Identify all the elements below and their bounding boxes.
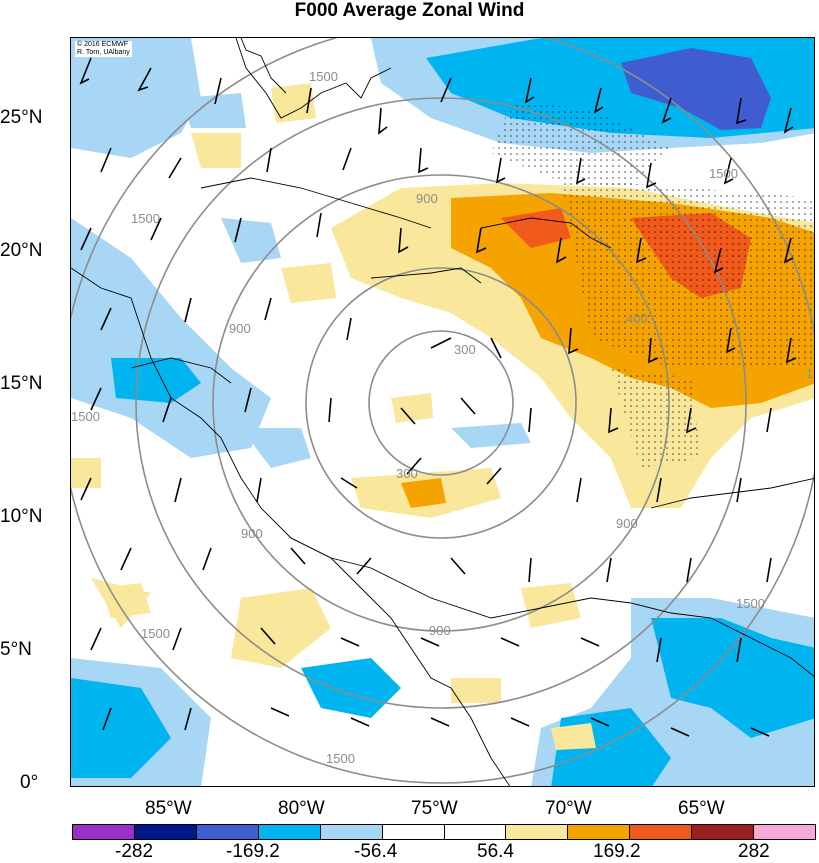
contour-label: 1500	[736, 596, 765, 611]
colorbar-swatch	[692, 825, 755, 839]
colorbar-label: -169.2	[226, 841, 280, 862]
lon-label: 75°W	[411, 798, 458, 819]
contour-label: 900	[616, 516, 638, 531]
contour-label: 1500	[141, 626, 170, 641]
contour-label: 900	[241, 526, 263, 541]
colorbar-swatch	[568, 825, 631, 839]
lat-label: 25°N	[0, 107, 43, 128]
lon-label: 70°W	[545, 798, 592, 819]
contour-label: 1500	[806, 366, 815, 381]
contour-label: 1500	[709, 166, 738, 181]
geopotential-contours	[71, 38, 814, 784]
contour-labels: 300 300 400 900 900 900 900 900 1500 150…	[71, 69, 815, 766]
lon-label: 65°W	[678, 798, 725, 819]
wind-barbs	[79, 57, 797, 737]
contour-label: 400	[626, 311, 648, 326]
lat-label: 15°N	[0, 373, 43, 394]
map-panel: 300 300 400 900 900 900 900 900 1500 150…	[70, 37, 815, 787]
colorbar-swatch	[506, 825, 569, 839]
positive-wind-regions	[71, 83, 814, 750]
colorbar	[72, 824, 816, 840]
lat-label: 10°N	[0, 506, 43, 527]
contour-label: 1500	[309, 69, 338, 84]
colorbar-swatch	[754, 825, 816, 839]
chart-title: F000 Average Zonal Wind	[294, 0, 525, 21]
colorbar-label: 56.4	[477, 841, 514, 862]
colorbar-swatch	[630, 825, 693, 839]
credit-line: R. Torn, UAlbany	[77, 49, 130, 56]
lat-label: 0°	[20, 772, 39, 793]
colorbar-swatch	[382, 825, 445, 839]
colorbar-swatch	[196, 825, 259, 839]
contour-label: 900	[429, 623, 451, 638]
contour-label: 1500	[326, 751, 355, 766]
colorbar-swatch	[134, 825, 197, 839]
contour-label: 900	[416, 191, 438, 206]
colorbar-swatch	[258, 825, 321, 839]
colorbar-swatch	[320, 825, 383, 839]
colorbar-label: 282	[738, 841, 770, 862]
contour-label: 900	[229, 321, 251, 336]
colorbar-swatch	[444, 825, 507, 839]
lat-label: 20°N	[0, 240, 43, 261]
credit-line: © 2016 ECMWF	[77, 41, 129, 48]
lat-label: 5°N	[0, 639, 32, 660]
colorbar-swatch	[73, 825, 135, 839]
lon-label: 80°W	[278, 798, 325, 819]
lon-label: 85°W	[145, 798, 192, 819]
contour-label: 300	[454, 342, 476, 357]
map-canvas: 300 300 400 900 900 900 900 900 1500 150…	[71, 38, 815, 786]
colorbar-label: -282	[115, 841, 154, 862]
contour-label: 300	[396, 466, 418, 481]
colorbar-label: -56.4	[354, 841, 398, 862]
credit-box: © 2016 ECMWF R. Torn, UAlbany	[75, 41, 132, 57]
contour-label: 1500	[131, 211, 160, 226]
colorbar-label: 169.2	[593, 841, 641, 862]
contour-label: 1500	[71, 409, 100, 424]
coastlines	[71, 38, 814, 786]
